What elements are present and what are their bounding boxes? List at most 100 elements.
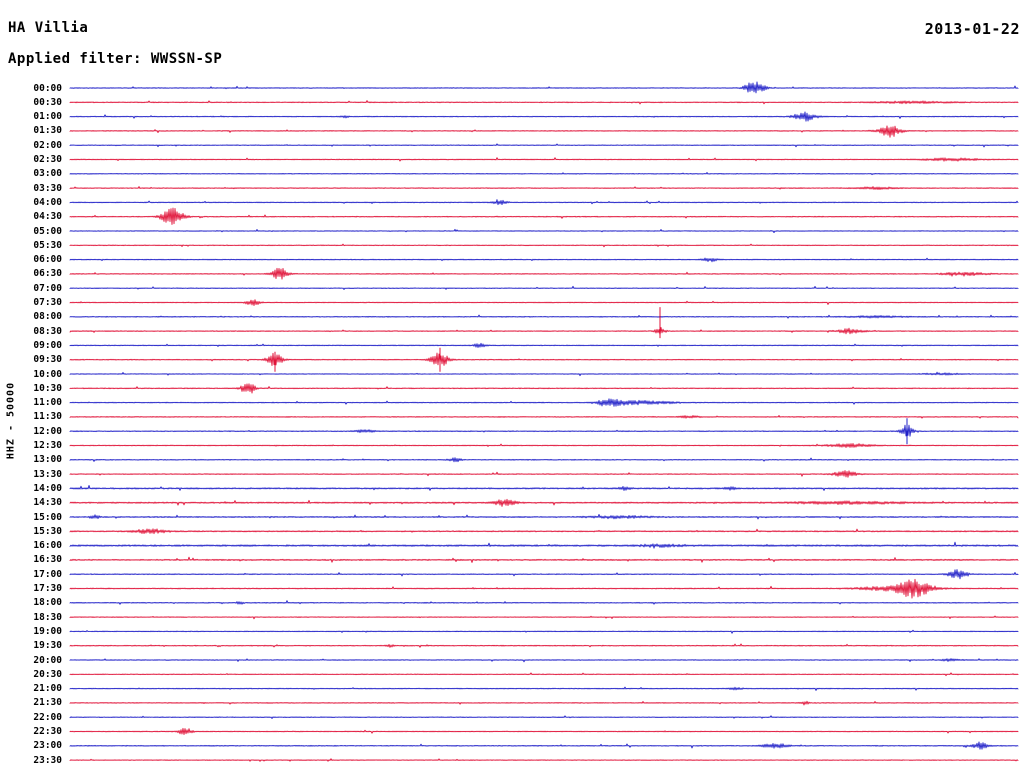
time-label-13:30: 13:30 — [33, 468, 62, 480]
trace-06:00 — [69, 257, 1019, 263]
time-label-02:00: 02:00 — [33, 139, 62, 151]
trace-08:30 — [69, 327, 1019, 336]
trace-12:00 — [69, 424, 1019, 437]
time-label-04:00: 04:00 — [33, 196, 62, 208]
trace-16:00 — [69, 541, 1019, 549]
trace-02:30 — [69, 157, 1019, 162]
time-label-06:00: 06:00 — [33, 254, 62, 266]
trace-11:00 — [69, 398, 1019, 407]
time-label-09:00: 09:00 — [33, 339, 62, 351]
trace-20:00 — [69, 658, 1019, 663]
trace-02:00 — [69, 143, 1019, 148]
trace-22:00 — [69, 715, 1019, 720]
trace-22:30 — [69, 727, 1019, 735]
trace-13:30 — [69, 470, 1019, 478]
time-label-22:30: 22:30 — [33, 726, 62, 737]
time-label-10:00: 10:00 — [33, 368, 62, 380]
trace-03:00 — [69, 172, 1019, 176]
trace-14:00 — [69, 484, 1019, 491]
time-label-21:00: 21:00 — [33, 683, 62, 695]
trace-07:00 — [69, 285, 1019, 290]
time-label-00:30: 00:30 — [33, 96, 62, 108]
time-label-18:00: 18:00 — [33, 597, 62, 609]
time-label-23:30: 23:30 — [33, 754, 62, 766]
time-label-10:30: 10:30 — [33, 382, 62, 394]
trace-15:30 — [69, 528, 1019, 535]
trace-15:00 — [69, 513, 1019, 520]
time-label-09:30: 09:30 — [33, 354, 62, 366]
trace-20:30 — [69, 672, 1019, 677]
time-label-19:00: 19:00 — [33, 625, 62, 637]
time-label-15:00: 15:00 — [33, 511, 62, 523]
time-label-19:30: 19:30 — [33, 640, 62, 652]
time-label-22:00: 22:00 — [33, 711, 62, 723]
trace-23:00 — [69, 741, 1019, 750]
record-date: 2013-01-22 — [924, 20, 1020, 38]
trace-23:30 — [69, 758, 1019, 762]
time-label-01:30: 01:30 — [33, 125, 62, 137]
trace-17:00 — [69, 569, 1019, 580]
time-label-23:00: 23:00 — [33, 740, 62, 752]
time-label-12:30: 12:30 — [33, 440, 62, 451]
time-label-13:00: 13:00 — [33, 454, 62, 466]
station-name: HA Villia — [8, 20, 89, 36]
time-label-03:00: 03:00 — [33, 168, 62, 180]
trace-13:00 — [69, 457, 1019, 463]
trace-05:30 — [69, 243, 1019, 248]
trace-10:30 — [69, 383, 1019, 394]
trace-19:30 — [69, 643, 1019, 648]
time-label-01:00: 01:00 — [33, 111, 62, 123]
time-label-17:30: 17:30 — [33, 583, 62, 594]
trace-19:00 — [69, 629, 1019, 634]
time-label-11:00: 11:00 — [33, 397, 62, 409]
time-label-16:00: 16:00 — [33, 540, 62, 552]
trace-01:00 — [69, 111, 1019, 122]
trace-18:30 — [69, 615, 1019, 620]
time-label-15:30: 15:30 — [33, 525, 62, 537]
trace-12:30 — [69, 443, 1019, 448]
trace-04:00 — [69, 199, 1019, 206]
trace-06:30 — [69, 267, 1019, 280]
trace-11:30 — [69, 415, 1019, 419]
time-label-08:00: 08:00 — [33, 311, 62, 323]
trace-05:00 — [69, 228, 1019, 234]
time-label-14:00: 14:00 — [33, 482, 62, 494]
time-label-07:30: 07:30 — [33, 297, 62, 308]
trace-21:00 — [69, 686, 1019, 691]
trace-07:30 — [69, 299, 1019, 306]
time-label-16:30: 16:30 — [33, 554, 62, 566]
time-label-11:30: 11:30 — [33, 411, 62, 423]
time-label-20:00: 20:00 — [33, 654, 62, 666]
trace-21:30 — [69, 700, 1019, 706]
time-label-04:30: 04:30 — [33, 211, 62, 223]
time-label-06:30: 06:30 — [33, 268, 62, 280]
time-label-18:30: 18:30 — [33, 611, 62, 623]
trace-08:00 — [69, 314, 1019, 319]
applied-filter-label: Applied filter: WWSSN-SP — [8, 51, 223, 67]
trace-09:30 — [69, 352, 1019, 366]
trace-04:30 — [69, 207, 1019, 225]
trace-17:30 — [69, 578, 1019, 599]
time-labels-column: 00:00 00:30 01:00 01:30 02:00 02:30 03:00 03:30… — [0, 0, 62, 780]
trace-10:00 — [69, 371, 1019, 377]
trace-00:00 — [69, 81, 1019, 94]
trace-01:30 — [69, 125, 1019, 138]
time-label-12:00: 12:00 — [33, 425, 62, 437]
time-label-00:00: 00:00 — [33, 82, 62, 94]
trace-16:30 — [69, 556, 1019, 563]
time-label-02:30: 02:30 — [33, 154, 62, 165]
time-label-17:00: 17:00 — [33, 568, 62, 580]
time-label-21:30: 21:30 — [33, 697, 62, 709]
trace-00:30 — [69, 100, 1019, 105]
time-label-14:30: 14:30 — [33, 497, 62, 509]
time-label-08:30: 08:30 — [33, 325, 62, 337]
trace-03:30 — [69, 186, 1019, 191]
trace-14:30 — [69, 498, 1019, 507]
trace-18:00 — [69, 600, 1019, 605]
time-label-03:30: 03:30 — [33, 182, 62, 194]
time-label-05:00: 05:00 — [33, 225, 62, 237]
time-label-05:30: 05:30 — [33, 239, 62, 251]
time-label-20:30: 20:30 — [33, 668, 62, 680]
